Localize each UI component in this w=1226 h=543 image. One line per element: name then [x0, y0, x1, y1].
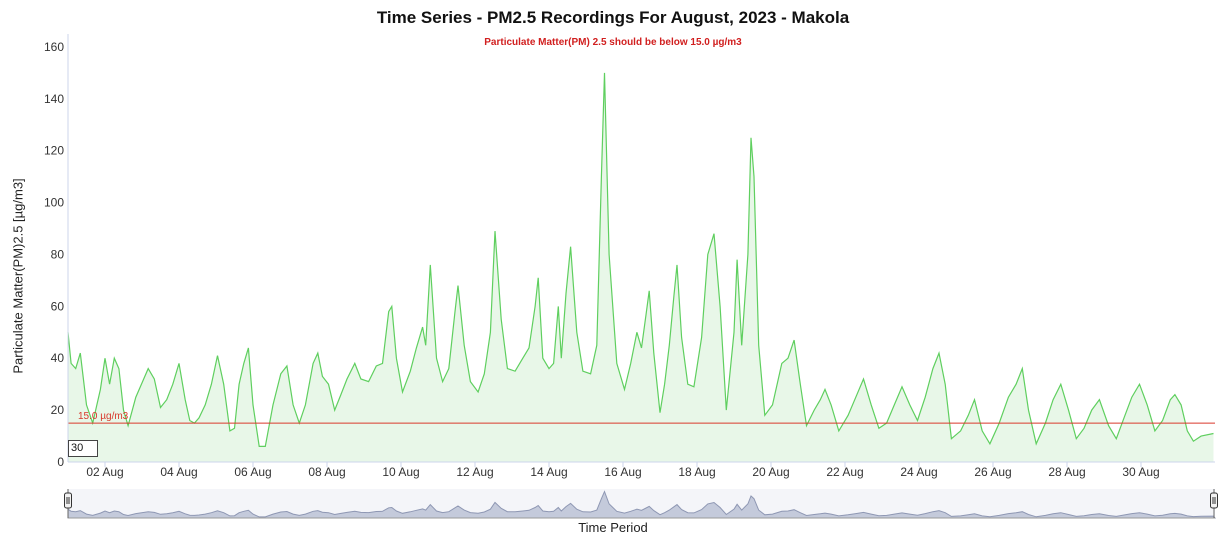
x-tick-label: 30 Aug — [1122, 465, 1159, 479]
x-tick-label: 24 Aug — [900, 465, 937, 479]
y-tick-label: 100 — [44, 196, 64, 210]
pm25-series-line — [67, 72, 1214, 447]
y-axis: 0 20 40 60 80 100 120 140 160 — [44, 40, 64, 469]
x-tick-label: 02 Aug — [86, 465, 123, 479]
x-tick-label: 26 Aug — [974, 465, 1011, 479]
x-tick-label: 12 Aug — [456, 465, 493, 479]
chart-title: Time Series - PM2.5 Recordings For Augus… — [376, 8, 850, 27]
y-tick-label: 0 — [57, 455, 64, 469]
pm25-area-fill — [68, 72, 1214, 463]
chart-subtitle: Particulate Matter(PM) 2.5 should be bel… — [484, 37, 742, 48]
navigator-handle-grip[interactable] — [1210, 492, 1218, 509]
navigator[interactable] — [64, 489, 1218, 519]
navigator-handle-right[interactable] — [1210, 489, 1218, 518]
x-tick-label: 10 Aug — [382, 465, 419, 479]
x-tick-label: 16 Aug — [604, 465, 641, 479]
x-tick-label: 14 Aug — [530, 465, 567, 479]
x-tick-label: 20 Aug — [752, 465, 789, 479]
y-tick-label: 80 — [51, 247, 65, 261]
y-tick-label: 160 — [44, 40, 64, 54]
y-tick-label: 40 — [51, 351, 65, 365]
y-tick-label: 20 — [51, 403, 65, 417]
y-tick-label: 120 — [44, 144, 64, 158]
x-axis: 02 Aug 04 Aug 06 Aug 08 Aug 10 Aug 12 Aug 14 A… — [86, 462, 1160, 479]
x-tick-label: 18 Aug — [678, 465, 715, 479]
x-tick-label: 22 Aug — [826, 465, 863, 479]
y-tick-label: 140 — [44, 92, 64, 106]
y-tick-label: 60 — [51, 299, 65, 313]
navigator-series — [67, 490, 1217, 519]
x-tick-label: 06 Aug — [234, 465, 271, 479]
navigator-label: Time Period — [578, 520, 648, 535]
zoom-input[interactable]: 30 — [68, 440, 98, 457]
navigator-handle-left[interactable] — [64, 489, 72, 518]
x-tick-label: 08 Aug — [308, 465, 345, 479]
threshold-label: 15.0 µg/m3 — [78, 411, 129, 422]
navigator-handle-grip[interactable] — [64, 492, 72, 509]
x-tick-label: 04 Aug — [160, 465, 197, 479]
x-tick-label: 28 Aug — [1048, 465, 1085, 479]
